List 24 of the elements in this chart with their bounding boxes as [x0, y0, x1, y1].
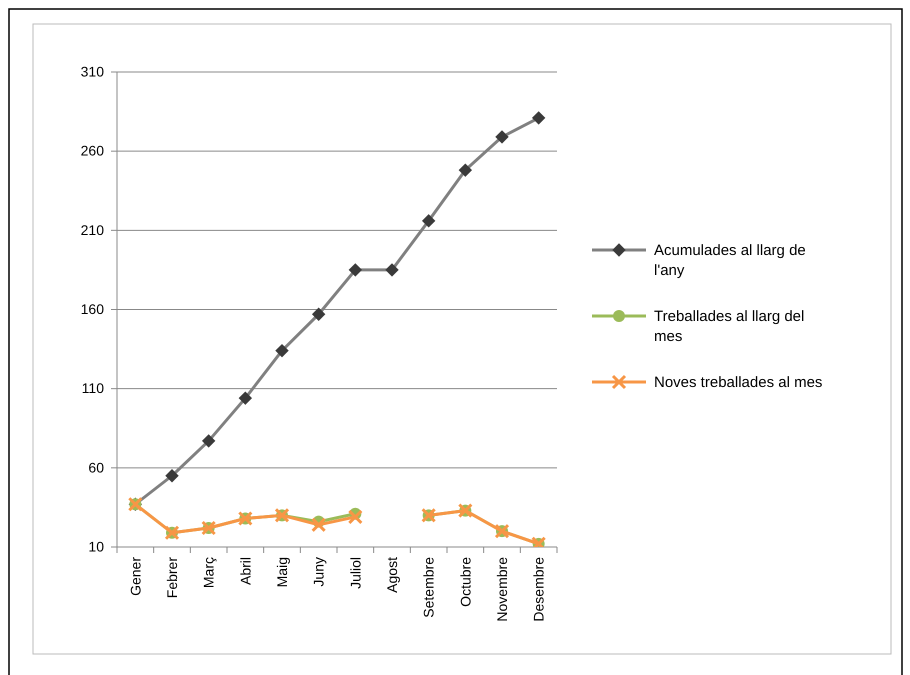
- y-tick-label: 160: [80, 300, 104, 317]
- point: [348, 509, 363, 524]
- x-tick-label: Abril: [237, 557, 254, 586]
- x-tick-label: Novembre: [494, 556, 510, 622]
- x-tick-label: Octubre: [457, 556, 474, 607]
- y-tick-label: 60: [88, 459, 104, 476]
- x-tick-label: Gener: [127, 556, 144, 596]
- y-tick-label: 210: [80, 222, 104, 238]
- x-tick-label: Desembre: [530, 556, 547, 622]
- legend-label: Treballades al llarg del mes: [654, 308, 804, 345]
- point: [311, 517, 326, 532]
- x-tick-label: Setembre: [420, 556, 437, 618]
- x-tick-label: Juny: [310, 557, 327, 587]
- x-tick-label: Juliol: [347, 557, 364, 589]
- legend-label: Noves treballades al mes: [654, 374, 822, 391]
- x-tick-label: Març: [200, 557, 217, 588]
- legend-label: Acumulades al llarg de l'any: [654, 242, 806, 279]
- y-tick-label: 110: [82, 380, 104, 396]
- y-tick-label: 10: [88, 538, 104, 554]
- x-tick-label: Maig: [274, 557, 290, 588]
- x-tick-label: Agost: [384, 556, 400, 593]
- y-tick-label: 260: [80, 142, 104, 159]
- y-tick-label: 310: [80, 63, 104, 80]
- x-tick-label: Febrer: [164, 556, 180, 598]
